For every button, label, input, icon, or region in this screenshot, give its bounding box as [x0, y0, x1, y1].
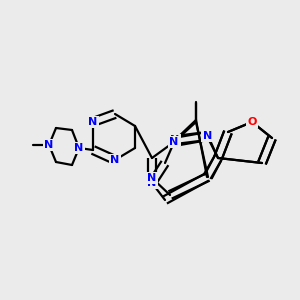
Text: N: N: [170, 135, 180, 145]
Text: N: N: [169, 137, 178, 147]
Text: N: N: [147, 173, 157, 183]
Text: O: O: [247, 117, 257, 127]
Text: O: O: [247, 117, 257, 127]
Text: N: N: [44, 140, 54, 150]
Text: N: N: [110, 155, 120, 165]
Text: N: N: [147, 178, 157, 188]
Text: N: N: [74, 143, 84, 153]
Text: N: N: [203, 131, 213, 141]
Text: N: N: [202, 131, 211, 141]
Text: N: N: [88, 117, 98, 127]
